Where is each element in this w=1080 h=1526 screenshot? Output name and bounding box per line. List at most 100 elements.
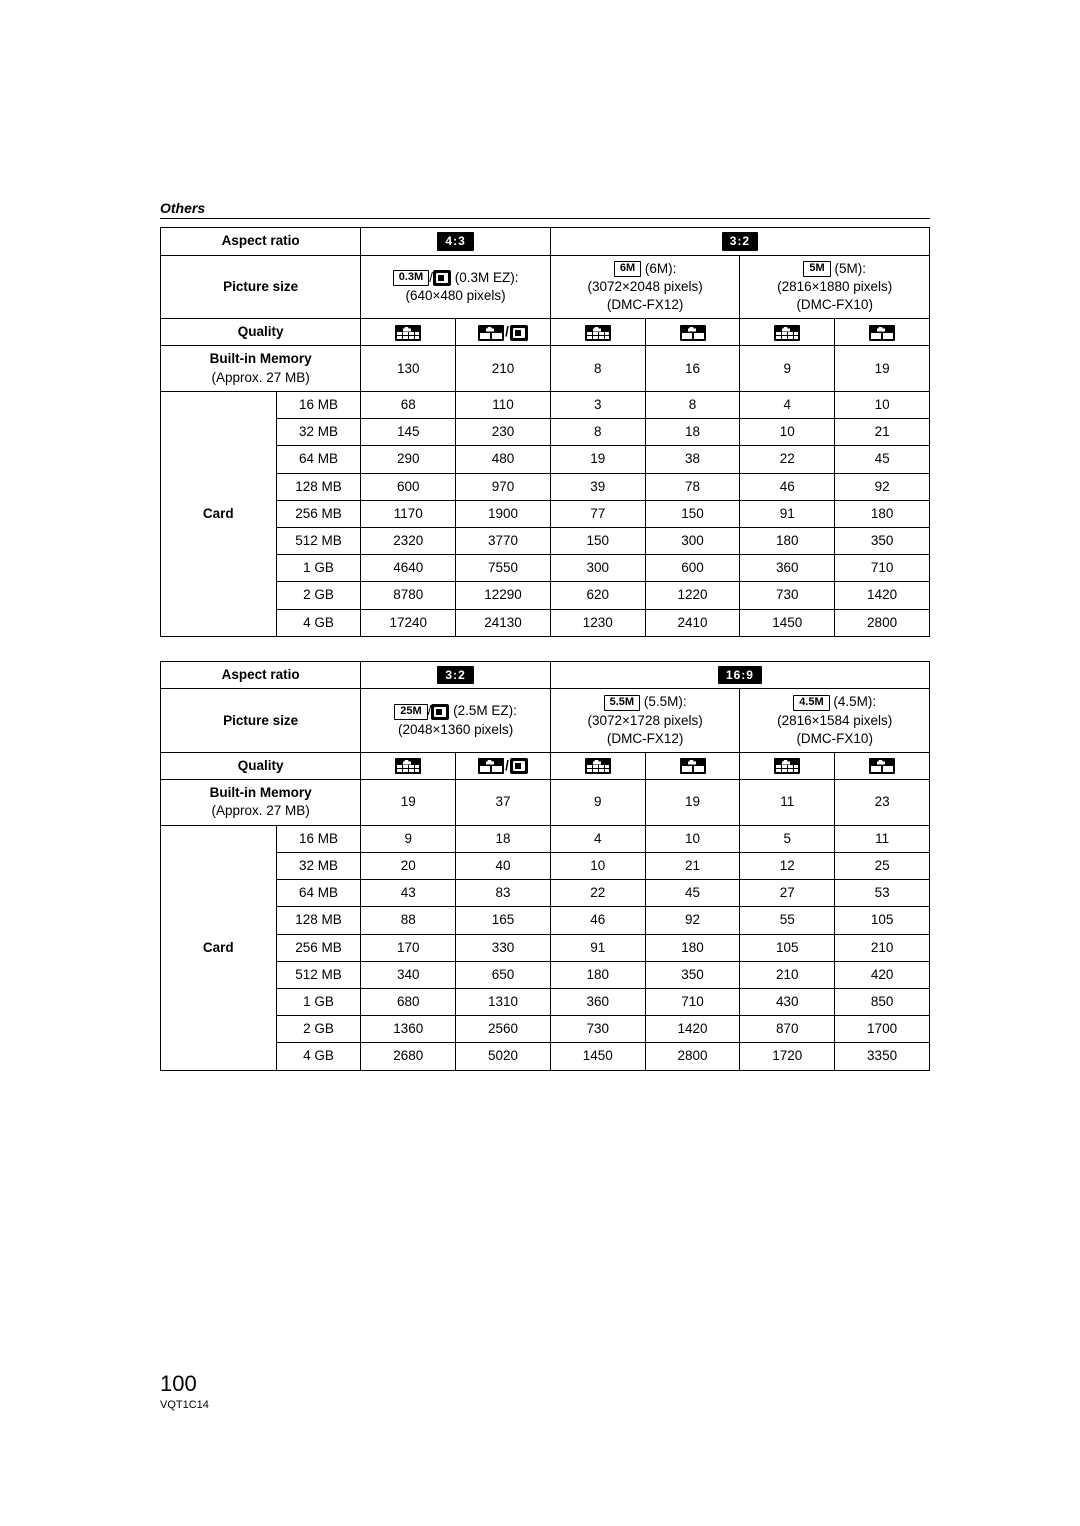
quality-fine-icon xyxy=(550,319,645,346)
card-size: 32 MB xyxy=(276,419,361,446)
cell: 45 xyxy=(835,446,930,473)
cell: 91 xyxy=(740,500,835,527)
picsize-a: 25M/ (2.5M EZ): (2048×1360 pixels) xyxy=(361,689,551,753)
cell: 19 xyxy=(361,780,456,825)
cell: 870 xyxy=(740,1016,835,1043)
quality-label: Quality xyxy=(161,319,361,346)
cell: 8 xyxy=(550,419,645,446)
card-size: 2 GB xyxy=(276,1016,361,1043)
cell: 18 xyxy=(456,825,551,852)
card-size: 256 MB xyxy=(276,934,361,961)
picture-size-label: Picture size xyxy=(161,689,361,753)
cell: 1420 xyxy=(645,1016,740,1043)
cell: 24130 xyxy=(456,609,551,636)
cell: 105 xyxy=(740,934,835,961)
quality-std-icon xyxy=(645,319,740,346)
clipboard-icon xyxy=(433,270,451,286)
cell: 1720 xyxy=(740,1043,835,1070)
picsize-c: 5M (5M): (2816×1880 pixels) (DMC-FX10) xyxy=(740,255,930,319)
card-label: Card xyxy=(161,825,277,1070)
cell: 10 xyxy=(740,419,835,446)
cell: 91 xyxy=(550,934,645,961)
cell: 2410 xyxy=(645,609,740,636)
card-size: 32 MB xyxy=(276,852,361,879)
cell: 430 xyxy=(740,988,835,1015)
cell: 2800 xyxy=(645,1043,740,1070)
aspect-169: 16:9 xyxy=(550,661,929,689)
quality-std-icon xyxy=(835,319,930,346)
cell: 8 xyxy=(550,346,645,391)
cell: 40 xyxy=(456,852,551,879)
card-size: 1 GB xyxy=(276,555,361,582)
cell: 600 xyxy=(645,555,740,582)
card-label: Card xyxy=(161,391,277,636)
cell: 12 xyxy=(740,852,835,879)
cell: 5 xyxy=(740,825,835,852)
cell: 620 xyxy=(550,582,645,609)
section-rule xyxy=(160,218,930,219)
cell: 4640 xyxy=(361,555,456,582)
cell: 92 xyxy=(835,473,930,500)
card-size: 512 MB xyxy=(276,527,361,554)
cell: 150 xyxy=(645,500,740,527)
cell: 330 xyxy=(456,934,551,961)
cell: 2560 xyxy=(456,1016,551,1043)
aspect-43: 4:3 xyxy=(361,228,551,256)
card-size: 2 GB xyxy=(276,582,361,609)
cell: 1360 xyxy=(361,1016,456,1043)
quality-fine-icon xyxy=(740,753,835,780)
page: Others Aspect ratio 4:3 3:2 Picture size… xyxy=(0,0,1080,1526)
cell: 1450 xyxy=(740,609,835,636)
cell: 16 xyxy=(645,346,740,391)
cell: 19 xyxy=(645,780,740,825)
cell: 20 xyxy=(361,852,456,879)
aspect-ratio-label: Aspect ratio xyxy=(161,228,361,256)
spec-table-2: Aspect ratio 3:2 16:9 Picture size 25M/ … xyxy=(160,661,930,1071)
cell: 3350 xyxy=(835,1043,930,1070)
cell: 290 xyxy=(361,446,456,473)
cell: 38 xyxy=(645,446,740,473)
aspect-32: 3:2 xyxy=(550,228,929,256)
picture-size-label: Picture size xyxy=(161,255,361,319)
cell: 8780 xyxy=(361,582,456,609)
cell: 46 xyxy=(740,473,835,500)
cell: 1450 xyxy=(550,1043,645,1070)
card-size: 16 MB xyxy=(276,825,361,852)
cell: 150 xyxy=(550,527,645,554)
cell: 1700 xyxy=(835,1016,930,1043)
cell: 110 xyxy=(456,391,551,418)
builtin-memory-label: Built-in Memory (Approx. 27 MB) xyxy=(161,346,361,391)
cell: 210 xyxy=(740,961,835,988)
cell: 850 xyxy=(835,988,930,1015)
cell: 39 xyxy=(550,473,645,500)
cell: 19 xyxy=(550,446,645,473)
cell: 4 xyxy=(550,825,645,852)
builtin-memory-label: Built-in Memory (Approx. 27 MB) xyxy=(161,780,361,825)
cell: 10 xyxy=(550,852,645,879)
cell: 17240 xyxy=(361,609,456,636)
cell: 105 xyxy=(835,907,930,934)
cell: 43 xyxy=(361,880,456,907)
clipboard-icon xyxy=(431,704,449,720)
document-id: VQT1C14 xyxy=(160,1399,209,1411)
picsize-b: 5.5M (5.5M): (3072×1728 pixels) (DMC-FX1… xyxy=(550,689,740,753)
cell: 55 xyxy=(740,907,835,934)
card-size: 4 GB xyxy=(276,1043,361,1070)
cell: 22 xyxy=(550,880,645,907)
cell: 27 xyxy=(740,880,835,907)
cell: 1170 xyxy=(361,500,456,527)
spec-table-1: Aspect ratio 4:3 3:2 Picture size 0.3M/ … xyxy=(160,227,930,637)
cell: 350 xyxy=(645,961,740,988)
cell: 5020 xyxy=(456,1043,551,1070)
cell: 300 xyxy=(550,555,645,582)
cell: 600 xyxy=(361,473,456,500)
cell: 130 xyxy=(361,346,456,391)
aspect-ratio-label: Aspect ratio xyxy=(161,661,361,689)
cell: 22 xyxy=(740,446,835,473)
cell: 53 xyxy=(835,880,930,907)
quality-fine-icon xyxy=(550,753,645,780)
cell: 77 xyxy=(550,500,645,527)
cell: 19 xyxy=(835,346,930,391)
card-size: 64 MB xyxy=(276,446,361,473)
cell: 3770 xyxy=(456,527,551,554)
